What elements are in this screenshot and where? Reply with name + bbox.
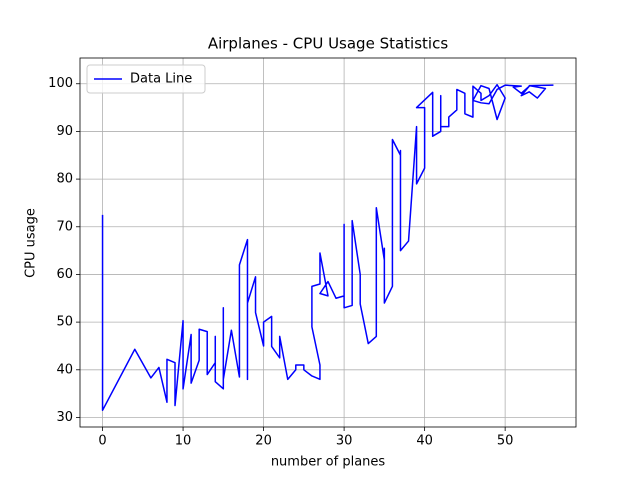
y-tick-label: 40	[56, 362, 73, 377]
plot-frame	[79, 57, 577, 428]
x-tick-label: 50	[497, 434, 514, 449]
x-tick-label: 30	[336, 434, 353, 449]
y-tick-label: 50	[56, 315, 73, 330]
x-tick-label: 40	[416, 434, 433, 449]
y-tick-label: 90	[56, 124, 73, 139]
legend-box	[86, 64, 206, 94]
y-tick-label: 80	[56, 172, 73, 187]
y-axis-label: CPU usage	[24, 208, 39, 278]
x-tick-label: 20	[255, 434, 272, 449]
y-tick-label: 100	[48, 76, 73, 91]
y-tick-label: 60	[56, 267, 73, 282]
y-tick-label: 70	[56, 219, 73, 234]
x-axis-label: number of planes	[271, 455, 386, 470]
y-tick-label: 30	[56, 410, 73, 425]
x-tick-label: 10	[175, 434, 192, 449]
x-tick-label: 0	[98, 434, 106, 449]
chart-title: Airplanes - CPU Usage Statistics	[208, 35, 449, 53]
data-line	[101, 83, 554, 412]
legend-label: Data Line	[130, 72, 192, 87]
